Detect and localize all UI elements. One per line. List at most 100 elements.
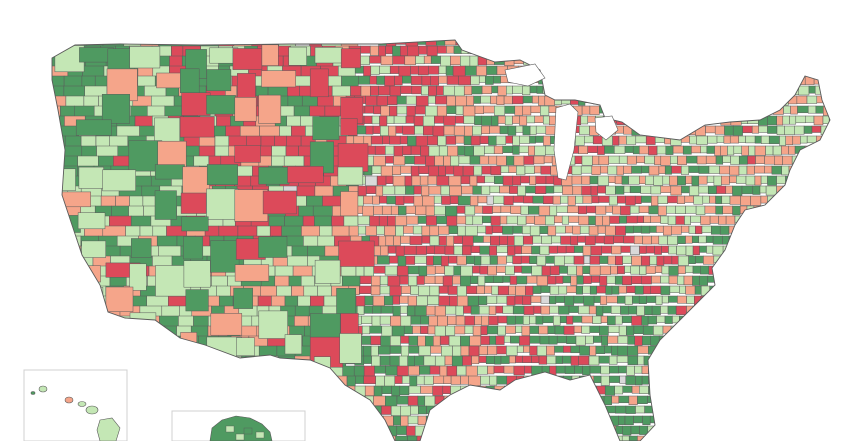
county-southwest-2711[interactable] [288,395,302,413]
county-new-england-59[interactable] [728,36,736,45]
county-central-plains-1823[interactable] [434,275,444,285]
county-southeast-2066[interactable] [549,305,559,314]
county-mississippi-valley-1985[interactable] [514,295,523,305]
county-mississippi-valley-2056[interactable] [463,305,472,314]
county-appalachia-1467[interactable] [588,225,599,236]
county-southeast-2464[interactable] [755,355,765,363]
county-florida-2747[interactable] [637,395,648,404]
county-southeast-2222[interactable] [581,325,591,334]
county-central-plains-1156[interactable] [449,185,462,196]
county-new-england-893[interactable] [765,145,774,156]
county-upper-midwest-937[interactable] [488,155,498,165]
county-southeast-2682[interactable] [718,385,727,394]
county-northeast-1253[interactable] [651,195,659,206]
county-mississippi-valley-2137[interactable] [506,315,516,325]
county-upper-midwest-402[interactable] [481,85,492,95]
county-northeast-1254[interactable] [657,195,668,204]
county-new-england-63[interactable] [761,36,770,45]
county-southeast-2913[interactable] [747,415,755,425]
county-northeast-962[interactable] [705,155,717,164]
county-southeast-2546[interactable] [828,365,840,375]
county-mississippi-valley-2214[interactable] [515,325,523,333]
county-upper-midwest-483[interactable] [532,95,539,104]
county-ohio-valley-1392[interactable] [588,215,596,225]
county-new-england-813[interactable] [745,135,756,144]
county-central-plains-2280[interactable] [448,335,461,347]
county-southeast-3065[interactable] [756,435,764,441]
county-ohio-valley-270[interactable] [614,65,624,75]
county-southeast-1636[interactable] [747,245,758,254]
county-southeast-2543[interactable] [799,365,810,373]
county-northeast-1331[interactable] [695,205,706,216]
county-southeast-2771[interactable] [833,396,841,404]
county-mississippi-valley-1459[interactable] [522,225,531,235]
county-florida-2897[interactable] [618,415,626,425]
county-northern-plains-469[interactable] [406,95,417,105]
county-new-england-291[interactable] [793,65,804,74]
county-appalachia-1765[interactable] [599,265,611,275]
county-central-plains-250[interactable] [438,65,447,75]
county-mississippi-valley-2213[interactable] [505,325,516,334]
county-southeast-2248[interactable] [806,325,818,335]
county-upper-midwest-179[interactable] [469,55,479,67]
county-appalachia-1621[interactable] [630,245,640,256]
county-southeast-2011[interactable] [727,295,737,304]
county-texas-2574[interactable] [423,375,434,385]
county-southeast-2163[interactable] [716,315,726,326]
county-california-nevada-3007[interactable] [148,435,164,441]
county-new-england-70[interactable] [823,36,832,45]
county-southeast-2676[interactable] [669,385,678,395]
county-upper-midwest-30[interactable] [471,36,483,46]
county-southeast-1702[interactable] [688,255,696,264]
county-mississippi-valley-2355[interactable] [478,345,488,355]
county-ohio-valley-39[interactable] [559,36,569,46]
county-central-plains-1296[interactable] [373,205,383,215]
county-ohio-valley-1021[interactable] [580,165,593,174]
county-southeast-2515[interactable] [564,365,575,374]
county-northeast-885[interactable] [706,145,715,154]
county-ohio-valley-1468[interactable] [597,225,606,234]
county-appalachia-1760[interactable] [559,265,568,274]
county-new-england-1195[interactable] [801,185,809,193]
county-appalachia-1695[interactable] [631,255,642,266]
county-appalachia-1850[interactable] [660,275,670,284]
county-northern-plains-92[interactable] [360,45,371,54]
county-new-england-901[interactable] [827,145,835,155]
county-northeast-1407[interactable] [709,215,719,224]
county-florida-2974[interactable] [622,425,632,436]
county-northern-plains-175[interactable] [430,55,441,64]
county-southeast-2532[interactable] [710,365,719,375]
county-rocky-mountains-3089[interactable] [206,69,232,92]
county-mississippi-valley-1530[interactable] [472,235,484,243]
county-ohio-valley-1027[interactable] [631,165,642,174]
county-southeast-1857[interactable] [717,275,728,286]
county-mississippi-valley-2504[interactable] [465,365,478,377]
county-southeast-2994[interactable] [781,425,793,436]
county-mississippi-valley-2064[interactable] [533,305,542,314]
county-florida-2899[interactable] [633,415,643,424]
county-southeast-2454[interactable] [671,355,678,363]
county-texas-2050[interactable] [406,305,416,317]
county-northern-plains-545[interactable] [396,105,408,115]
county-southeast-1555[interactable] [691,235,699,243]
county-california-nevada-3150[interactable] [129,312,157,337]
county-central-plains-1154[interactable] [428,185,442,195]
county-new-england-665[interactable] [782,115,790,125]
county-southeast-1570[interactable] [815,235,825,244]
county-ohio-valley-1174[interactable] [615,185,625,195]
county-mississippi-valley-2217[interactable] [538,325,549,335]
county-california-nevada-3119[interactable] [154,190,177,220]
county-southeast-2839[interactable] [761,405,770,414]
county-mississippi-valley-1535[interactable] [513,235,524,246]
county-northeast-960[interactable] [686,155,698,164]
county-texas-2198[interactable] [369,325,382,334]
county-northeast-1481[interactable] [701,225,712,234]
county-california-nevada-2778[interactable] [152,405,174,422]
county-southeast-3055[interactable] [670,435,678,441]
county-mississippi-valley-2584[interactable] [516,375,525,385]
county-upper-midwest-182[interactable] [494,55,505,65]
county-ohio-valley-1315[interactable] [549,205,558,216]
county-southeast-2073[interactable] [610,305,621,314]
county-upper-midwest-705[interactable] [481,125,490,135]
county-california-nevada-3165[interactable] [154,359,177,389]
